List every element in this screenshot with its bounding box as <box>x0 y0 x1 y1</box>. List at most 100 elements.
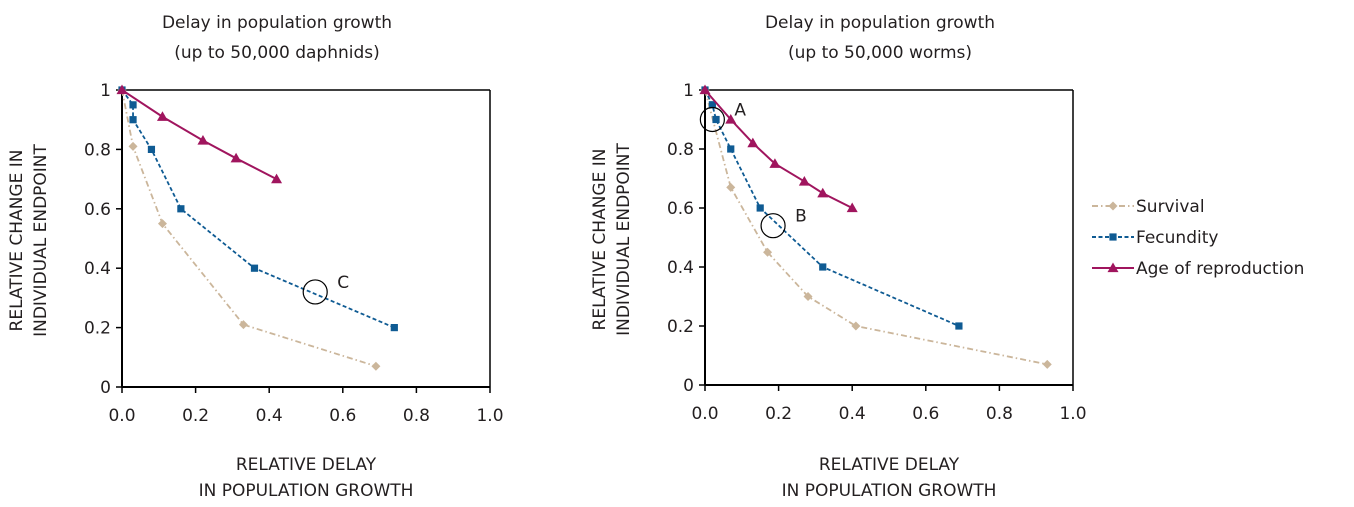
x-tick-label: 0.8 <box>986 404 1013 424</box>
y-axis-label: RELATIVE CHANGE IN <box>590 149 610 331</box>
data-point <box>156 111 168 121</box>
legend-marker <box>1108 201 1118 211</box>
x-tick-label: 0.0 <box>691 404 718 424</box>
y-tick-label: 1 <box>100 81 111 101</box>
chart-title: Delay in population growth <box>765 13 995 33</box>
data-point <box>177 205 185 213</box>
data-point <box>271 173 283 184</box>
data-point <box>147 145 156 153</box>
series-line <box>121 89 377 368</box>
y-tick-label: 0.6 <box>84 200 111 220</box>
data-point <box>851 321 861 331</box>
annotation-circle <box>760 213 786 239</box>
series-line <box>704 89 1048 366</box>
chart-subtitle: (up to 50,000 worms) <box>788 43 972 63</box>
legend-label: Fecundity <box>1136 228 1218 248</box>
x-tick-label: 1.0 <box>1059 404 1086 424</box>
data-point <box>230 152 242 163</box>
annotation-circle <box>302 279 328 305</box>
series-line <box>121 89 278 180</box>
x-tick-label: 0.2 <box>182 406 209 426</box>
data-point <box>803 292 813 301</box>
data-point <box>128 141 138 151</box>
x-tick-label: 0.0 <box>108 406 135 426</box>
data-point <box>726 182 736 192</box>
data-point <box>238 320 248 330</box>
x-axis-label: IN POPULATION GROWTH <box>782 481 997 501</box>
data-point <box>129 116 137 124</box>
x-tick-label: 0.6 <box>912 404 939 424</box>
series-fecundity <box>118 86 398 332</box>
y-axis-label: INDIVIDUAL ENDPOINT <box>31 143 51 336</box>
y-tick-label: 0.8 <box>84 140 111 160</box>
data-point <box>129 101 137 109</box>
x-axis-label: RELATIVE DELAY <box>236 455 377 475</box>
data-point <box>747 137 759 148</box>
annotation-circle <box>699 106 725 133</box>
y-tick-label: 1 <box>683 81 694 101</box>
data-point <box>708 101 716 109</box>
series-line <box>121 89 395 329</box>
legend-item-age-of-reproduction: Age of reproduction <box>1092 259 1304 279</box>
chart-2: Delay in population growth (up to 50,000 … <box>590 13 1087 501</box>
data-point <box>116 84 128 95</box>
annotation-label: B <box>795 207 807 227</box>
y-tick-label: 0.6 <box>667 199 694 219</box>
series-fecundity <box>701 86 963 330</box>
chart-subtitle: (up to 50,000 daphnids) <box>174 43 380 63</box>
data-point <box>727 145 735 153</box>
y-tick-label: 0.2 <box>667 317 694 337</box>
y-tick-label: 0.4 <box>84 259 111 279</box>
data-point <box>371 361 381 371</box>
data-point <box>157 219 167 229</box>
annotation-label: C <box>337 273 349 293</box>
y-axis-label: RELATIVE CHANGE IN <box>7 150 27 332</box>
series-survival <box>700 85 1052 369</box>
x-tick-label: 0.6 <box>329 406 356 426</box>
legend-label: Survival <box>1136 197 1205 217</box>
chart-1: Delay in population growth (up to 50,000 … <box>7 13 504 501</box>
data-point <box>756 204 764 212</box>
x-axis-label: IN POPULATION GROWTH <box>199 481 414 501</box>
x-tick-label: 0.2 <box>765 404 792 424</box>
data-point <box>819 263 827 271</box>
series-age-of-reproduction <box>116 84 283 184</box>
legend-label: Age of reproduction <box>1136 259 1304 279</box>
chart-title: Delay in population growth <box>162 13 392 33</box>
y-tick-label: 0.2 <box>84 319 111 339</box>
series-survival <box>117 85 381 371</box>
y-axis-label: INDIVIDUAL ENDPOINT <box>614 142 634 335</box>
x-tick-label: 1.0 <box>476 406 503 426</box>
data-point <box>817 187 829 198</box>
data-point <box>955 322 963 330</box>
legend-marker <box>1107 262 1119 273</box>
y-tick-label: 0 <box>683 376 694 396</box>
data-point <box>712 115 720 124</box>
x-tick-label: 0.8 <box>403 406 430 426</box>
y-tick-label: 0.4 <box>667 258 694 278</box>
data-point <box>390 324 398 332</box>
data-point <box>846 202 858 213</box>
legend-marker <box>1109 233 1117 241</box>
annotation-label: A <box>734 101 746 121</box>
series-line <box>704 89 853 209</box>
data-point <box>769 158 781 168</box>
data-point <box>725 114 737 124</box>
x-tick-label: 0.4 <box>256 406 283 426</box>
y-tick-label: 0.8 <box>667 140 694 160</box>
data-point <box>699 84 711 95</box>
legend-item-fecundity: Fecundity <box>1092 228 1218 248</box>
data-point <box>197 134 209 145</box>
y-tick-label: 0 <box>100 378 111 398</box>
x-axis-label: RELATIVE DELAY <box>819 455 960 475</box>
legend: Survival Fecundity Age of reproduction <box>1092 197 1304 279</box>
series-age-of-reproduction <box>699 84 858 213</box>
data-point <box>1042 359 1052 369</box>
data-point <box>763 247 773 257</box>
x-tick-label: 0.4 <box>839 404 866 424</box>
data-point <box>250 264 259 272</box>
legend-item-survival: Survival <box>1092 197 1205 217</box>
data-point <box>798 175 810 186</box>
